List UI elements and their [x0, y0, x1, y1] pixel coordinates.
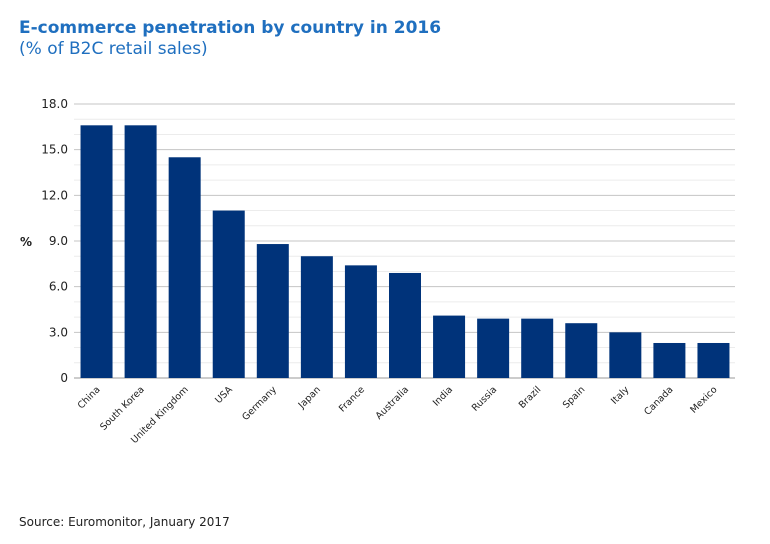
x-tick-label: India: [431, 384, 455, 408]
bar-spain: [565, 323, 598, 378]
bar-germany: [256, 244, 289, 378]
x-tick-label: Mexico: [688, 384, 719, 415]
x-tick-label: South Korea: [98, 384, 146, 432]
bar-south-korea: [124, 125, 157, 378]
bar-russia: [477, 318, 510, 378]
bar-japan: [300, 256, 333, 378]
x-tick-label: France: [337, 384, 367, 414]
x-tick-label: China: [76, 384, 103, 411]
source-note: Source: Euromonitor, January 2017: [19, 515, 230, 529]
y-tick-label: 0: [60, 371, 68, 385]
x-tick-label: Japan: [296, 384, 323, 411]
x-tick-label: Brazil: [517, 384, 544, 411]
chart-title: E-commerce penetration by country in 201…: [19, 18, 442, 38]
y-tick-label: 12.0: [41, 188, 68, 202]
bar-mexico: [697, 342, 730, 378]
y-tick-label: 3.0: [49, 325, 68, 339]
y-tick-label: 15.0: [41, 143, 68, 157]
bar-brazil: [521, 318, 554, 378]
bar-italy: [609, 332, 642, 378]
bar-united-kingdom: [168, 157, 201, 378]
x-tick-label: Italy: [609, 384, 632, 407]
y-axis-label: %: [20, 235, 32, 249]
x-tick-label: Canada: [642, 384, 675, 417]
x-tick-label: Russia: [470, 384, 499, 413]
x-tick-label: Germany: [240, 384, 279, 423]
x-tick-label: Spain: [561, 384, 588, 411]
bar-china: [80, 125, 113, 378]
bar-usa: [212, 210, 245, 378]
bar-india: [433, 315, 466, 378]
y-tick-label: 6.0: [49, 280, 68, 294]
bar-france: [344, 265, 377, 378]
x-tick-label: USA: [213, 384, 235, 406]
y-tick-label: 9.0: [49, 234, 68, 248]
chart-subtitle: (% of B2C retail sales): [19, 39, 208, 59]
x-tick-label: Australia: [374, 384, 411, 421]
bar-australia: [389, 272, 421, 378]
bar-canada: [653, 342, 686, 378]
y-tick-label: 18.0: [41, 97, 68, 111]
